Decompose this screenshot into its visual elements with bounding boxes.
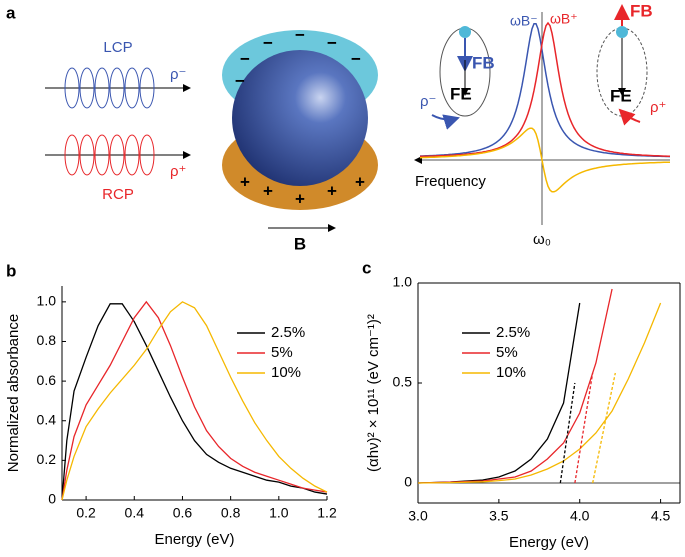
x-tick-label: 1.2 (317, 505, 337, 521)
series-line (61, 300, 328, 501)
rho-label: ρ⁻ (170, 66, 186, 83)
force-label: FB (472, 53, 495, 72)
charge: − (263, 33, 273, 52)
x-axis-label: Energy (eV) (509, 534, 589, 551)
y-axis-label: Normalized absorbance (5, 314, 22, 472)
series-line (417, 288, 613, 484)
legend-label: 2.5% (271, 324, 305, 341)
rcp-label: RCP (102, 186, 134, 203)
omega-label: ωB⁺ (550, 11, 578, 27)
x-tick-label: 0.2 (76, 505, 96, 521)
y-tick-label: 0 (48, 491, 56, 507)
helix-loop (109, 67, 125, 109)
series-line (61, 303, 328, 501)
y-tick-label: 0.2 (37, 451, 57, 467)
helix-loop (94, 67, 110, 109)
y-tick-label: 0.4 (37, 411, 57, 427)
charge: + (327, 181, 337, 200)
y-tick-label: 0 (404, 474, 412, 490)
helix-loop (64, 134, 80, 176)
chart-panel: b 0.2 0.4 0.6 0.8 1.0 1.2 0 0.2 0.4 0.6 0.8 1.0 Energ… (5, 261, 337, 547)
chart-panel: c 3.0 3.5 4.0 4.5 0 0.5 1.0 Energy (eV) (αhν)² × … (362, 258, 681, 551)
charge: − (235, 71, 245, 90)
electron (459, 26, 471, 38)
helix-loop (94, 134, 110, 176)
helix-loop (79, 67, 95, 109)
x-axis-label: Energy (eV) (154, 531, 234, 548)
rotation-arrow (618, 108, 641, 126)
rotation-arrow (431, 114, 460, 130)
fit-line (592, 372, 616, 484)
charge: + (295, 189, 305, 208)
series-line (61, 301, 328, 501)
helix-loop (124, 134, 140, 176)
y-tick-label: 1.0 (37, 293, 57, 309)
helix-loop (79, 134, 95, 176)
x-tick-label: 3.5 (489, 508, 509, 524)
omega0-label: ω₀ (533, 231, 551, 248)
fit-line (574, 372, 594, 484)
panel-a: a LCP ρ⁻ RCP ρ⁺ B Frequency ω₀ ωB⁻ ωB⁺ F… (6, 1, 671, 253)
force-label: FB (630, 1, 653, 20)
helix-loop (64, 67, 80, 109)
legend-label: 5% (271, 344, 293, 361)
electron (616, 26, 628, 38)
y-tick-label: 1.0 (393, 274, 413, 290)
rho-label: ρ⁺ (170, 163, 186, 180)
charge: − (295, 25, 305, 44)
rho-label: ρ⁻ (420, 93, 436, 110)
legend-label: 10% (496, 364, 526, 381)
x-tick-label: 4.0 (570, 508, 590, 524)
x-tick-label: 3.0 (408, 508, 428, 524)
y-tick-label: 0.6 (37, 372, 57, 388)
x-tick-label: 1.0 (269, 505, 289, 521)
x-tick-label: 4.5 (651, 508, 671, 524)
legend-label: 5% (496, 344, 518, 361)
fit-line (559, 382, 576, 484)
y-axis-label: (αhν)² × 10¹¹ (eV cm⁻¹)² (365, 314, 382, 472)
difference-curve (419, 127, 670, 193)
legend-label: 2.5% (496, 324, 530, 341)
lcp-label: LCP (103, 39, 132, 56)
series-line (417, 302, 662, 484)
rho-label: ρ⁺ (650, 99, 666, 116)
frequency-label: Frequency (415, 173, 486, 190)
field-label: B (294, 234, 306, 253)
y-tick-label: 0.5 (393, 374, 413, 390)
charge: − (327, 33, 337, 52)
charge: + (263, 181, 273, 200)
panel-label: c (362, 258, 371, 277)
charge: − (351, 49, 361, 68)
x-tick-label: 0.6 (173, 505, 193, 521)
omega-label: ωB⁻ (510, 13, 538, 29)
force-label: FE (450, 84, 472, 103)
legend-label: 10% (271, 364, 301, 381)
helix-loop (109, 134, 125, 176)
charge: − (240, 49, 250, 68)
helix-loop (139, 134, 155, 176)
sphere (232, 50, 368, 186)
force-label: FE (610, 86, 632, 105)
y-tick-label: 0.8 (37, 332, 57, 348)
panel-label: b (6, 261, 16, 280)
x-tick-label: 0.4 (125, 505, 145, 521)
resonance-curve (420, 22, 671, 158)
panel-label: a (6, 3, 16, 22)
helix-loop (124, 67, 140, 109)
charge: + (355, 172, 365, 191)
resonance-curve (420, 21, 670, 158)
charge: + (240, 172, 250, 191)
x-tick-label: 0.8 (221, 505, 241, 521)
helix-loop (139, 67, 155, 109)
